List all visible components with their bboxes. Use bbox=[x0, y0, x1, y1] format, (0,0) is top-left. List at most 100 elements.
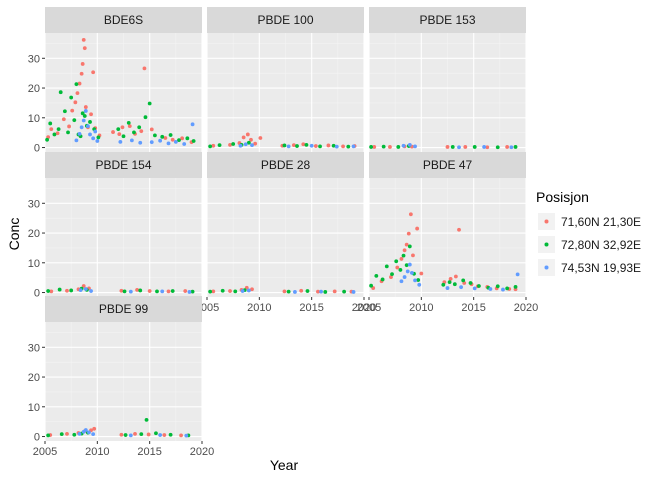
facet-panel: BDE6S 0 10 20 30 bbox=[28, 7, 203, 155]
data-point bbox=[81, 37, 86, 42]
facet-panel: PBDE 47 2005 2010 2015 2020 bbox=[357, 152, 538, 314]
data-point bbox=[155, 289, 159, 294]
data-point bbox=[138, 140, 143, 145]
data-point bbox=[505, 286, 510, 291]
data-point bbox=[119, 288, 124, 293]
facet-strip-label: PBDE 47 bbox=[423, 158, 473, 172]
data-point bbox=[142, 66, 147, 71]
y-tick-label: 0 bbox=[34, 288, 40, 300]
data-point bbox=[331, 143, 336, 148]
data-point bbox=[384, 264, 389, 269]
data-point bbox=[228, 289, 232, 293]
data-point bbox=[240, 289, 245, 293]
data-point bbox=[501, 287, 505, 292]
gridlines bbox=[44, 178, 203, 297]
data-point bbox=[286, 289, 291, 294]
data-points bbox=[208, 132, 357, 149]
legend-label: 72,80N 32,92E bbox=[561, 238, 641, 252]
data-point bbox=[249, 137, 253, 142]
data-point bbox=[457, 227, 461, 232]
data-point bbox=[49, 127, 54, 131]
data-point bbox=[74, 82, 79, 87]
data-point bbox=[149, 127, 154, 132]
data-point bbox=[74, 138, 79, 143]
data-point bbox=[404, 263, 409, 268]
data-point bbox=[55, 131, 60, 136]
x-tick-label: 2015 bbox=[299, 302, 323, 314]
x-tick-label: 2020 bbox=[514, 302, 538, 314]
data-point bbox=[228, 142, 232, 147]
data-point bbox=[91, 136, 96, 141]
axis-titles: Year Conc bbox=[6, 218, 298, 473]
data-point bbox=[82, 114, 87, 118]
data-point bbox=[295, 144, 299, 148]
data-point bbox=[177, 138, 181, 143]
data-point bbox=[62, 109, 67, 114]
data-point bbox=[81, 284, 86, 288]
data-point bbox=[80, 111, 85, 116]
data-point bbox=[57, 287, 62, 292]
data-point bbox=[117, 132, 122, 137]
x-tick-label: 2020 bbox=[352, 302, 376, 314]
data-point bbox=[190, 289, 195, 294]
data-point bbox=[453, 274, 458, 279]
data-point bbox=[143, 115, 148, 120]
data-point bbox=[126, 120, 131, 125]
data-point bbox=[447, 280, 452, 285]
data-point bbox=[457, 145, 461, 150]
legend-keys: 71,60N 21,30E 72,80N 32,92E 74,53N 19,93E bbox=[538, 213, 641, 276]
data-point bbox=[87, 430, 91, 435]
data-point bbox=[351, 144, 356, 149]
data-point bbox=[515, 272, 520, 277]
data-point bbox=[445, 286, 450, 290]
data-point bbox=[250, 287, 254, 292]
data-point bbox=[86, 124, 90, 129]
data-point bbox=[180, 136, 185, 141]
legend-swatch bbox=[544, 242, 549, 247]
data-point bbox=[72, 432, 77, 437]
data-point bbox=[160, 289, 165, 294]
data-point bbox=[380, 277, 385, 282]
data-points bbox=[208, 285, 356, 294]
data-point bbox=[144, 417, 149, 422]
data-point bbox=[402, 248, 407, 253]
data-point bbox=[495, 145, 500, 150]
facet-strip bbox=[369, 7, 526, 33]
data-point bbox=[133, 431, 137, 436]
data-point bbox=[149, 140, 154, 145]
y-tick-label: 30 bbox=[28, 342, 40, 354]
data-point bbox=[452, 282, 457, 287]
data-point bbox=[394, 259, 399, 264]
legend-item: 71,60N 21,30E bbox=[538, 213, 641, 230]
data-point bbox=[111, 130, 115, 134]
data-point bbox=[313, 144, 318, 148]
facet-panel: PBDE 99 0 10 20 30 2005 2010 2015 2020 bbox=[28, 296, 214, 458]
y-tick-label: 0 bbox=[34, 432, 40, 444]
data-point bbox=[419, 271, 424, 276]
data-point bbox=[128, 289, 133, 294]
x-tick-label: 2010 bbox=[85, 446, 109, 458]
data-point bbox=[91, 70, 96, 75]
facet-strip bbox=[207, 7, 364, 33]
data-point bbox=[80, 62, 85, 66]
x-tick-label: 2010 bbox=[409, 302, 433, 314]
data-point bbox=[416, 278, 421, 282]
data-point bbox=[65, 288, 69, 293]
data-point bbox=[461, 278, 466, 283]
data-point bbox=[381, 144, 386, 149]
data-point bbox=[415, 226, 420, 231]
data-point bbox=[69, 95, 74, 100]
data-point bbox=[179, 433, 183, 438]
data-point bbox=[77, 431, 82, 436]
data-point bbox=[82, 46, 87, 51]
data-point bbox=[69, 288, 74, 293]
data-point bbox=[67, 124, 71, 129]
data-point bbox=[89, 112, 93, 117]
data-point bbox=[309, 143, 314, 148]
data-point bbox=[407, 244, 412, 249]
data-point bbox=[52, 132, 57, 137]
data-point bbox=[398, 268, 403, 272]
facet-panel: PBDE 153 bbox=[368, 7, 527, 152]
data-point bbox=[182, 142, 187, 146]
x-tick-label: 2005 bbox=[33, 446, 57, 458]
